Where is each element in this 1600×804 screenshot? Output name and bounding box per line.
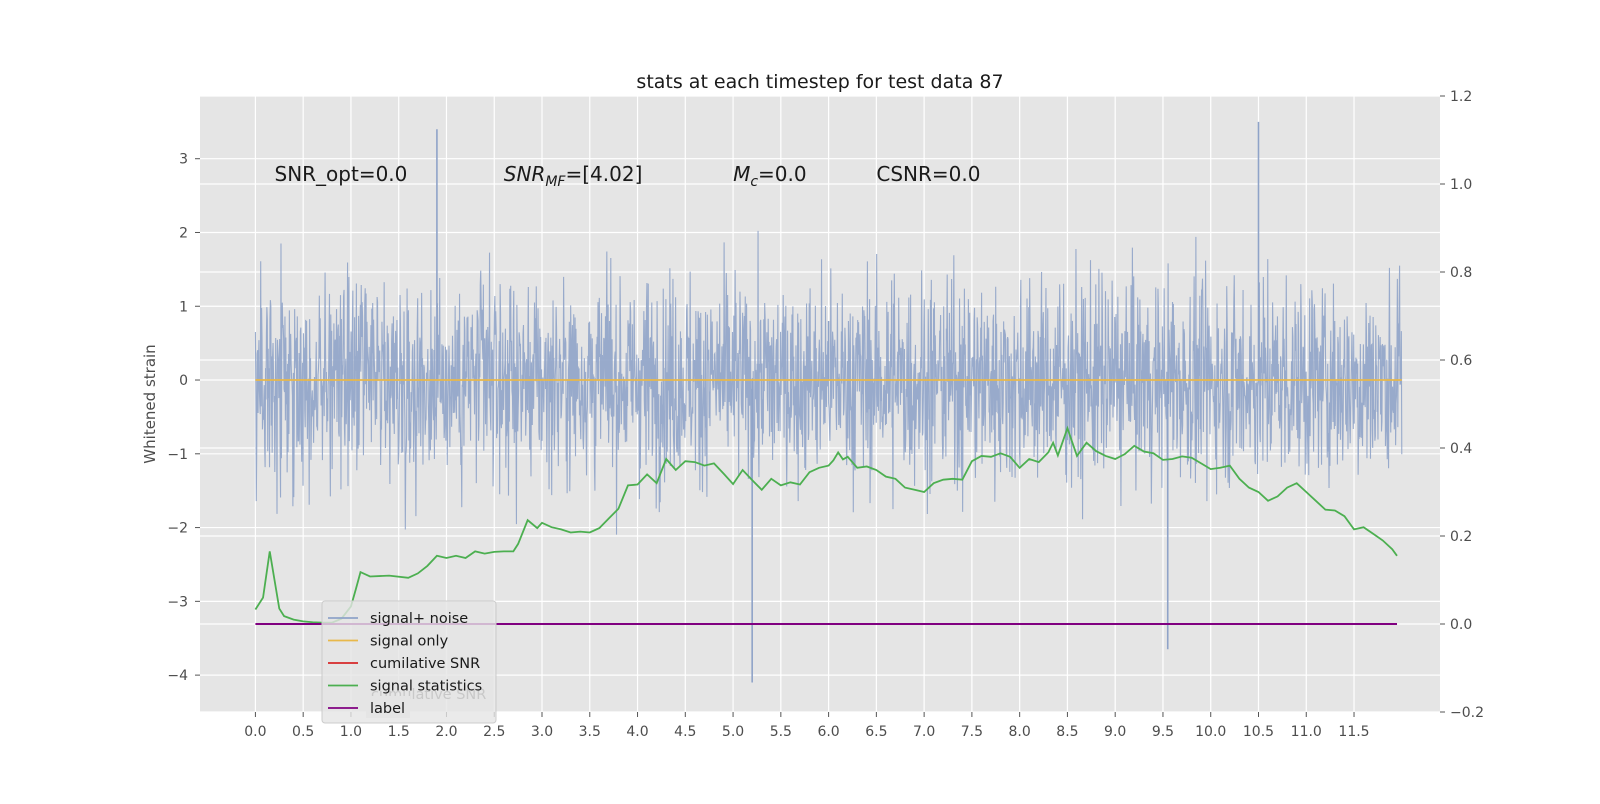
- y2-tick-label: 0.2: [1450, 529, 1472, 545]
- annotations: SNR_opt=0.0 SNRMF=[4.02] Mc=0.0 CSNR=0.0: [275, 162, 981, 190]
- y2-tick-label: −0.2: [1450, 705, 1484, 721]
- x-tick-label: 7.0: [913, 724, 935, 740]
- x-tick-label: 4.0: [626, 724, 648, 740]
- y-tick-label: −3: [167, 594, 188, 610]
- y-axis-label: Whitened strain: [141, 344, 159, 463]
- y-tick-label: −1: [167, 447, 188, 463]
- y2-tick-label: 1.0: [1450, 177, 1472, 193]
- series-signal-noise-line: [254, 230, 1403, 535]
- legend-box: [321, 600, 497, 724]
- x-tick-label: 0.5: [292, 724, 314, 740]
- x-tick-label: 10.0: [1195, 724, 1226, 740]
- x-tick-label: 9.0: [1104, 724, 1126, 740]
- x-tick-label: 5.5: [770, 724, 792, 740]
- x-tick-label: 0.0: [244, 724, 266, 740]
- x-tick-label: 8.0: [1009, 724, 1031, 740]
- y2-tick-label: 0.4: [1450, 441, 1472, 457]
- x-tick-label: 6.0: [817, 724, 839, 740]
- axes: 0.0 0.5 1.0 1.5 2.0 2.5 3.0 3.5 4.0 4.5 5.0 5.5 6.0 6…: [167, 89, 1484, 740]
- annotation-text: Mc=0.0: [733, 162, 807, 190]
- annotation-text: CSNR=0.0: [876, 162, 980, 186]
- y-tick-label: −2: [167, 521, 188, 537]
- legend-entry-label: signal only: [370, 634, 449, 650]
- x-tick-label: 3.5: [579, 724, 601, 740]
- y-tick-label: 3: [179, 152, 188, 168]
- y2-tick-label: 0.8: [1450, 265, 1472, 281]
- legend-entry-label: signal+ noise: [370, 611, 468, 627]
- legend-entry-label: label: [370, 701, 405, 717]
- y2-tick-label: 0.0: [1450, 617, 1472, 633]
- x-tick-label: 7.5: [961, 724, 983, 740]
- legend-entry-label: cumilative SNR: [370, 656, 480, 672]
- annotation-text: SNR_opt=0.0: [275, 162, 408, 186]
- x-tick-label: 4.5: [674, 724, 696, 740]
- x-tick-label: 5.0: [722, 724, 744, 740]
- y-tick-label: 1: [179, 299, 188, 315]
- y-tick-label: −4: [167, 668, 188, 684]
- annotation-text: SNRMF=[4.02]: [504, 162, 643, 190]
- y2-tick-label: 1.2: [1450, 89, 1472, 105]
- x-tick-label: 3.0: [531, 724, 553, 740]
- x-tick-label: 9.5: [1152, 724, 1174, 740]
- x-tick-label: 10.5: [1243, 724, 1274, 740]
- series-signal-statistics-line: [254, 425, 1398, 624]
- x-tick-label: 6.5: [865, 724, 887, 740]
- x-tick-label: 1.5: [388, 724, 410, 740]
- x-tick-label: 8.5: [1056, 724, 1078, 740]
- x-tick-label: 2.5: [483, 724, 505, 740]
- y2-tick-label: 0.6: [1450, 353, 1472, 369]
- x-tick-label: 2.0: [435, 724, 457, 740]
- x-tick-label: 11.5: [1338, 724, 1369, 740]
- y-tick-label: 2: [179, 225, 188, 241]
- legend-entry-label: signal statistics: [370, 679, 482, 695]
- y-tick-label: 0: [179, 373, 188, 389]
- x-tick-label: 1.0: [340, 724, 362, 740]
- chart-title: stats at each timestep for test data 87: [636, 71, 1003, 93]
- legend-label-backdrop: [366, 696, 410, 718]
- x-tick-label: 11.0: [1291, 724, 1322, 740]
